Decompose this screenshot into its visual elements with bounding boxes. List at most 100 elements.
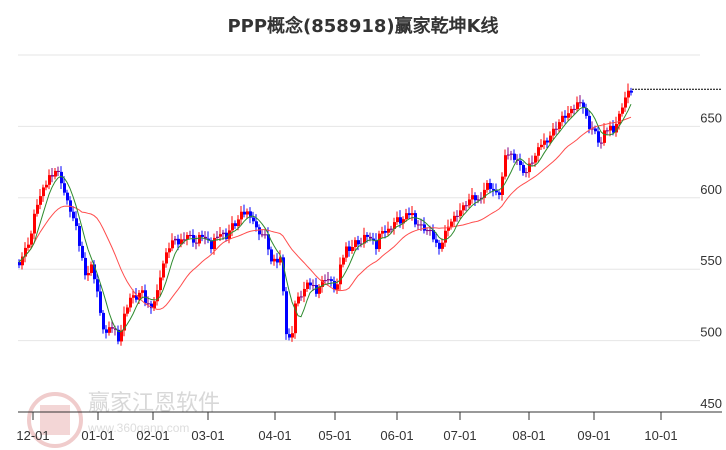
candle: [564, 115, 567, 118]
x-tick-label: 03-01: [191, 428, 224, 443]
candle: [489, 183, 492, 189]
x-tick-label: 08-01: [512, 428, 545, 443]
candle: [114, 328, 117, 330]
candle: [465, 205, 468, 207]
candle: [438, 242, 441, 249]
candle: [258, 227, 261, 235]
candle: [285, 291, 288, 335]
candle: [267, 234, 270, 250]
candle: [429, 230, 432, 232]
candle: [186, 234, 189, 240]
ma-long-line: [18, 116, 632, 310]
x-tick-label: 01-01: [81, 428, 114, 443]
candle: [540, 144, 543, 148]
candle: [345, 246, 348, 258]
candle: [231, 223, 234, 231]
candle: [354, 240, 357, 247]
candle: [171, 240, 174, 249]
candle: [105, 329, 108, 333]
candle: [201, 234, 204, 237]
candle: [93, 264, 96, 280]
watermark-url: www.360gann.com: [87, 421, 189, 435]
candle: [120, 330, 123, 342]
candle: [474, 195, 477, 201]
candle: [315, 285, 318, 294]
candle: [519, 160, 522, 166]
candle: [45, 184, 48, 188]
candle: [282, 257, 285, 292]
candle: [591, 128, 594, 130]
candle: [168, 248, 171, 253]
candle: [369, 236, 372, 239]
y-tick-label: 600: [700, 182, 722, 197]
candle: [156, 290, 159, 302]
candle: [165, 252, 168, 264]
candle: [534, 155, 537, 163]
candle: [174, 238, 177, 241]
candle: [435, 239, 438, 243]
candle: [123, 313, 126, 331]
candle: [621, 107, 624, 114]
candle: [504, 155, 507, 177]
candle: [594, 128, 597, 132]
candle: [468, 199, 471, 206]
x-tick-label: 04-01: [258, 428, 291, 443]
candle: [96, 279, 99, 292]
candle: [276, 258, 279, 263]
candle: [630, 90, 633, 93]
candle: [132, 295, 135, 298]
candle: [216, 236, 219, 238]
candle: [462, 205, 465, 211]
candle: [312, 285, 315, 287]
candle: [135, 295, 138, 300]
candle: [459, 210, 462, 217]
candle: [219, 234, 222, 237]
candle: [42, 187, 45, 197]
x-tick-label: 06-01: [380, 428, 413, 443]
candle: [84, 257, 87, 276]
candle: [117, 329, 120, 342]
candle: [624, 97, 627, 108]
candle: [237, 219, 240, 227]
x-axis: 12-01 01-01 02-01 03-01 04-01 05-01 06-01 07-01…: [16, 411, 722, 443]
candle: [147, 303, 150, 305]
seal-square: [40, 405, 70, 435]
candle: [297, 296, 300, 304]
candle: [561, 115, 564, 123]
candle: [306, 282, 309, 289]
candle: [78, 226, 81, 246]
candle: [603, 130, 606, 143]
x-tick-label: 12-01: [16, 428, 49, 443]
candle: [546, 140, 549, 143]
candle: [588, 115, 591, 129]
candle: [270, 249, 273, 262]
candle: [159, 277, 162, 291]
candle: [471, 195, 474, 200]
candle: [618, 113, 621, 124]
chart-title: PPP概念(858918)赢家乾坤K线: [227, 16, 499, 37]
candle: [567, 113, 570, 118]
candle: [207, 238, 210, 241]
candle: [495, 190, 498, 193]
candle: [222, 232, 225, 235]
candle: [246, 211, 249, 215]
candle: [234, 223, 237, 227]
y-tick-label: 550: [700, 253, 722, 268]
candle: [399, 217, 402, 224]
candle: [180, 239, 183, 245]
candle: [72, 211, 75, 219]
x-tick-label: 05-01: [318, 428, 351, 443]
candle: [48, 175, 51, 185]
candle: [411, 213, 414, 216]
candle: [273, 258, 276, 262]
candle: [21, 256, 24, 266]
candle: [294, 303, 297, 334]
candle: [597, 131, 600, 143]
y-axis: 450 500 550 600 650: [700, 110, 722, 411]
candle: [288, 334, 291, 338]
candle: [501, 176, 504, 195]
candle: [420, 224, 423, 226]
candle: [249, 211, 252, 218]
candle: [579, 102, 582, 104]
